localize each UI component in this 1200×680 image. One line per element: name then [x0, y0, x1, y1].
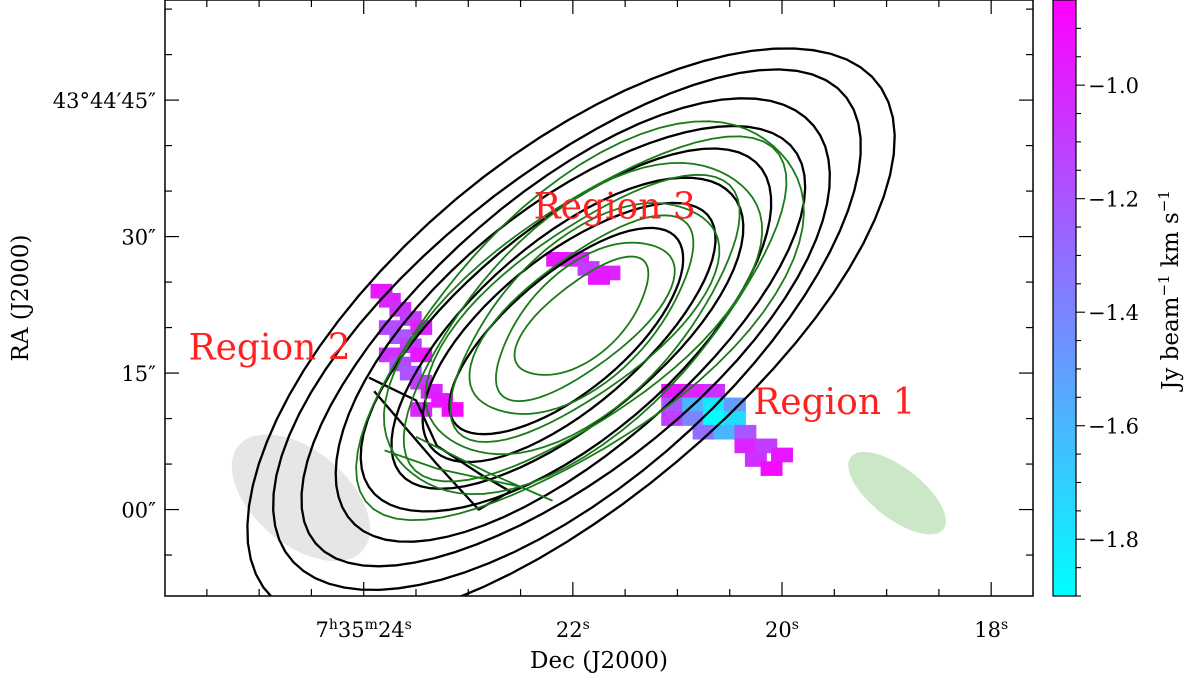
x-tick-unit: s: [792, 617, 799, 633]
black-contour-tail: [368, 376, 512, 511]
pixel-23: [682, 383, 705, 399]
green-contours: [355, 120, 805, 522]
pixel-28: [723, 397, 746, 413]
black-contour-7: [448, 226, 685, 436]
green-contour-7: [513, 255, 650, 376]
green-contour-3: [424, 173, 741, 456]
colorbar: −1.0 −1.2 −1.4 −1.6 −1.8 Jy beam−1 km s−1: [1052, 0, 1184, 597]
plot-area: Region 1 Region 2 Region 3: [164, 0, 1034, 597]
x-tick-part: 35: [338, 618, 365, 642]
x-tick-value: 22: [556, 618, 583, 642]
cbar-tick-label-3: −1.6: [1088, 415, 1139, 439]
x-tick-label-1: 22s: [556, 617, 590, 642]
x-tick-label-2: 20s: [765, 617, 799, 642]
black-contour-6: [421, 201, 717, 464]
plot-frame: [164, 0, 1034, 597]
pixel-35: [734, 424, 757, 440]
pixel-32: [723, 411, 746, 426]
green-contour-1: [382, 135, 788, 496]
y-axis-title: RA (J2000): [8, 235, 34, 362]
region-label-1: Region 1: [753, 382, 915, 423]
green-contour-6: [495, 241, 676, 403]
black-contour-1: [272, 68, 862, 592]
cbar-tick-label-0: −1.0: [1088, 74, 1139, 98]
y-tick-label-1: 30″: [121, 226, 156, 250]
x-tick-value: 18: [974, 618, 1001, 642]
pixel-33: [692, 424, 715, 440]
colorbar-ticks: −1.0 −1.2 −1.4 −1.6 −1.8: [1076, 27, 1139, 597]
x-tick-part: m: [365, 617, 378, 633]
pixel-38: [771, 447, 793, 463]
x-tick-value: 20: [765, 618, 792, 642]
x-tick-part: h: [329, 617, 338, 633]
cbar-tick-label-4: −1.8: [1088, 528, 1139, 552]
colorbar-title: Jy beam−1 km s−1: [1155, 190, 1184, 392]
pixel-24: [703, 383, 725, 399]
cbar-tick-label-2: −1.4: [1088, 301, 1139, 325]
annotations: Region 1 Region 2 Region 3: [188, 186, 915, 423]
x-tick-unit: s: [1001, 617, 1008, 633]
y-tick-label-3: 00″: [121, 499, 156, 523]
green-beam: [848, 451, 946, 535]
x-tick-part: 7: [316, 618, 329, 642]
x-axis-title: Dec (J2000): [530, 648, 668, 674]
region-label-2: Region 2: [188, 327, 350, 368]
pixel-36: [734, 438, 757, 454]
pixel-40: [760, 461, 783, 476]
green-contour-tail: [384, 435, 553, 502]
pixel-15: [441, 402, 464, 417]
x-tick-part: s: [405, 617, 412, 633]
green-contour-0: [355, 120, 805, 522]
colorbar-gradient: [1052, 0, 1077, 597]
pixel-25: [661, 397, 684, 413]
pixel-8: [410, 347, 433, 363]
green-contour-5: [468, 214, 695, 415]
y-tick-label-2: 15″: [121, 362, 156, 386]
black-contour-3: [334, 124, 807, 543]
pixel-21: [588, 270, 610, 285]
black-contour-0: [246, 47, 896, 596]
green-contour-4: [449, 202, 721, 443]
x-tick-label-0: 7h35m24s: [316, 617, 412, 642]
y-tick-label-0: 43°44′45″: [53, 89, 156, 113]
x-tick-unit: s: [583, 617, 590, 633]
black-contour-5: [390, 176, 745, 490]
axis-ticks: [165, 0, 1033, 596]
x-tick-part: 24: [378, 618, 405, 642]
pixel-29: [661, 411, 684, 426]
x-tick-label-3: 18s: [974, 617, 1008, 642]
pixel-34: [713, 424, 736, 440]
region-label-3: Region 3: [534, 186, 696, 227]
green-contour-2: [402, 161, 764, 483]
black-contour-2: [300, 97, 831, 568]
cbar-tick-label-1: −1.2: [1088, 188, 1139, 212]
